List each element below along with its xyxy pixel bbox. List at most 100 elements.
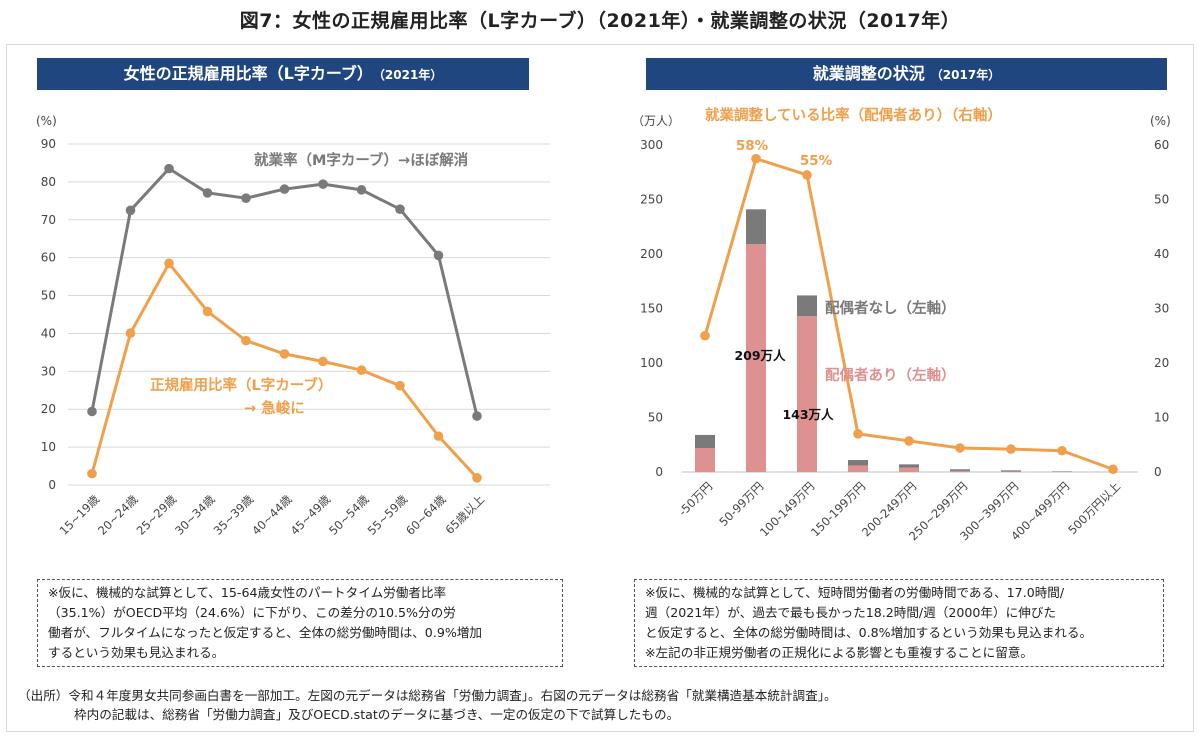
- employment-rate-point: [87, 406, 97, 417]
- peak-55-label: 55%: [800, 153, 833, 169]
- employment-rate-point: [202, 188, 213, 198]
- regular-ratio-point: [433, 431, 444, 441]
- regular-ratio-point: [87, 468, 97, 479]
- married-bar: [1001, 471, 1021, 472]
- y-tick-label: 10: [41, 440, 56, 454]
- married-bar: [899, 467, 919, 472]
- left-y-tick-label: 100: [640, 356, 663, 370]
- right-axis-unit: (%): [1150, 114, 1171, 128]
- x-tick-label: 500万円以上: [1065, 479, 1123, 537]
- bar-209-label: 209万人: [734, 348, 786, 363]
- left-axis-unit: （万人）: [632, 114, 680, 128]
- l-curve-line-chart: 0102030405060708090(%)15~19歳20~24歳25~29歳…: [36, 114, 550, 538]
- y-tick-label: 30: [41, 364, 56, 378]
- married-bar: [695, 448, 715, 472]
- adjustment-ratio-point: [751, 153, 761, 164]
- adjustment-ratio-point: [904, 436, 914, 446]
- left-y-tick-label: 150: [640, 302, 663, 316]
- right-chart-title-banner: 就業調整の状況 （2017年）: [646, 58, 1167, 90]
- regular-ratio-series-label-line2: → 急峻に: [244, 399, 305, 417]
- right-y-tick-label: 50: [1154, 193, 1169, 207]
- y-tick-label: 50: [41, 289, 56, 303]
- adjustment-ratio-point: [700, 330, 710, 341]
- y-tick-label: 40: [41, 326, 56, 340]
- adjustment-ratio-point: [853, 429, 863, 439]
- right-y-tick-label: 40: [1154, 247, 1169, 261]
- source-line-2: 枠内の記載は、総務省「労働力調査」及びOECD.statのデータに基づき、一定の…: [74, 707, 680, 722]
- unmarried-bar: [1001, 470, 1021, 472]
- adjustment-ratio-point: [1108, 464, 1118, 475]
- figure-title: 図7：女性の正規雇用比率（L字カーブ）（2021年）・就業調整の状況（2017年…: [239, 10, 961, 32]
- regular-ratio-point: [164, 258, 174, 269]
- married-bar: [848, 465, 868, 472]
- unmarried-bar: [848, 460, 868, 466]
- left-y-tick-label: 50: [648, 411, 663, 425]
- employment-rate-point: [279, 184, 290, 194]
- unmarried-bar: [746, 209, 766, 245]
- left-chart-title-year: （2021年）: [378, 68, 443, 82]
- regular-ratio-series-label: 正規雇用比率（L字カーブ）: [150, 376, 332, 394]
- y-tick-label: 80: [41, 175, 56, 189]
- left-y-tick-label: 300: [640, 138, 663, 152]
- employment-rate-point: [125, 205, 136, 216]
- y-tick-label: 20: [41, 402, 56, 416]
- married-bar: [950, 470, 970, 472]
- unmarried-bar: [1052, 471, 1072, 472]
- y-tick-label: 90: [41, 137, 56, 151]
- unmarried-bar: [695, 434, 715, 449]
- right-estimate-note: ※仮に、機械的な試算として、短時間労働者の労働時間である、17.0時間/ 週（2…: [634, 579, 1164, 667]
- regular-ratio-point: [472, 473, 482, 483]
- regular-ratio-point: [241, 335, 251, 346]
- right-chart-title: 就業調整の状況: [812, 64, 925, 83]
- bar-143-label: 143万人: [782, 407, 834, 422]
- regular-ratio-point: [202, 306, 213, 317]
- regular-ratio-point: [395, 380, 405, 391]
- unmarried-bar: [950, 469, 970, 471]
- right-y-tick-label: 60: [1154, 138, 1169, 152]
- employment-rate-point: [356, 185, 367, 195]
- left-chart-title: 女性の正規雇用比率（L字カーブ）: [123, 64, 373, 83]
- y-tick-label: 0: [48, 478, 56, 492]
- right-y-tick-label: 0: [1154, 465, 1162, 479]
- work-adjustment-bar-chart: （万人） (%) 0 50 100 150 200 250 300 0 10 20 30 40 50 60 -5…: [632, 106, 1171, 543]
- employment-rate-point: [164, 163, 174, 174]
- source-line-1: （出所）令和４年度男女共同参画白書を一部加工。左図の元データは総務省「労働力調査…: [18, 688, 837, 703]
- right-y-tick-label: 30: [1154, 302, 1169, 316]
- regular-ratio-point: [318, 356, 328, 367]
- left-estimate-note: ※仮に、機械的な試算として、15-64歳女性のパートタイム労働者比率 （35.1…: [37, 579, 563, 667]
- right-chart-title-year: （2017年）: [930, 68, 1001, 82]
- regular-ratio-point: [279, 349, 290, 359]
- y-tick-label: 70: [41, 213, 56, 227]
- regular-ratio-point: [125, 328, 136, 338]
- x-tick-label: 50-99万円: [716, 479, 766, 529]
- right-note-text: ※仮に、機械的な試算として、短時間労働者の労働時間である、17.0時間/ 週（2…: [645, 585, 1093, 660]
- employment-rate-point: [318, 179, 328, 189]
- adjustment-ratio-point: [1057, 445, 1067, 456]
- married-bar: [797, 316, 817, 472]
- employment-rate-point: [395, 204, 405, 214]
- unmarried-bar: [797, 295, 817, 317]
- employment-rate-point: [241, 193, 251, 203]
- married-bar: [746, 244, 766, 472]
- y-axis-unit: (%): [36, 114, 57, 128]
- employment-rate-point: [472, 411, 482, 421]
- right-y-tick-label: 20: [1154, 356, 1169, 370]
- y-tick-label: 60: [41, 251, 56, 265]
- unmarried-series-label: 配偶者なし（左軸）: [825, 299, 956, 317]
- adjustment-ratio-point: [802, 170, 812, 180]
- adjustment-ratio-point: [1006, 444, 1016, 454]
- regular-ratio-point: [356, 365, 367, 375]
- adjustment-ratio-series-label: 就業調整している比率（配偶者あり）（右軸）: [705, 106, 1002, 124]
- unmarried-bar: [899, 464, 919, 468]
- left-chart-title-banner: 女性の正規雇用比率（L字カーブ） （2021年）: [37, 58, 529, 90]
- source-note: （出所）令和４年度男女共同参画白書を一部加工。左図の元データは総務省「労働力調査…: [18, 686, 1178, 724]
- married-series-label: 配偶者あり（左軸）: [825, 366, 956, 384]
- employment-rate-series-label: 就業率（M字カーブ）→ほぼ解消: [254, 151, 468, 169]
- left-y-tick-label: 250: [640, 193, 663, 207]
- right-y-tick-label: 10: [1154, 411, 1169, 425]
- x-tick-label: -50万円: [676, 479, 715, 518]
- left-note-text: ※仮に、機械的な試算として、15-64歳女性のパートタイム労働者比率 （35.1…: [48, 585, 482, 660]
- left-y-tick-label: 0: [655, 465, 663, 479]
- adjustment-ratio-point: [955, 443, 965, 453]
- employment-rate-point: [433, 250, 444, 261]
